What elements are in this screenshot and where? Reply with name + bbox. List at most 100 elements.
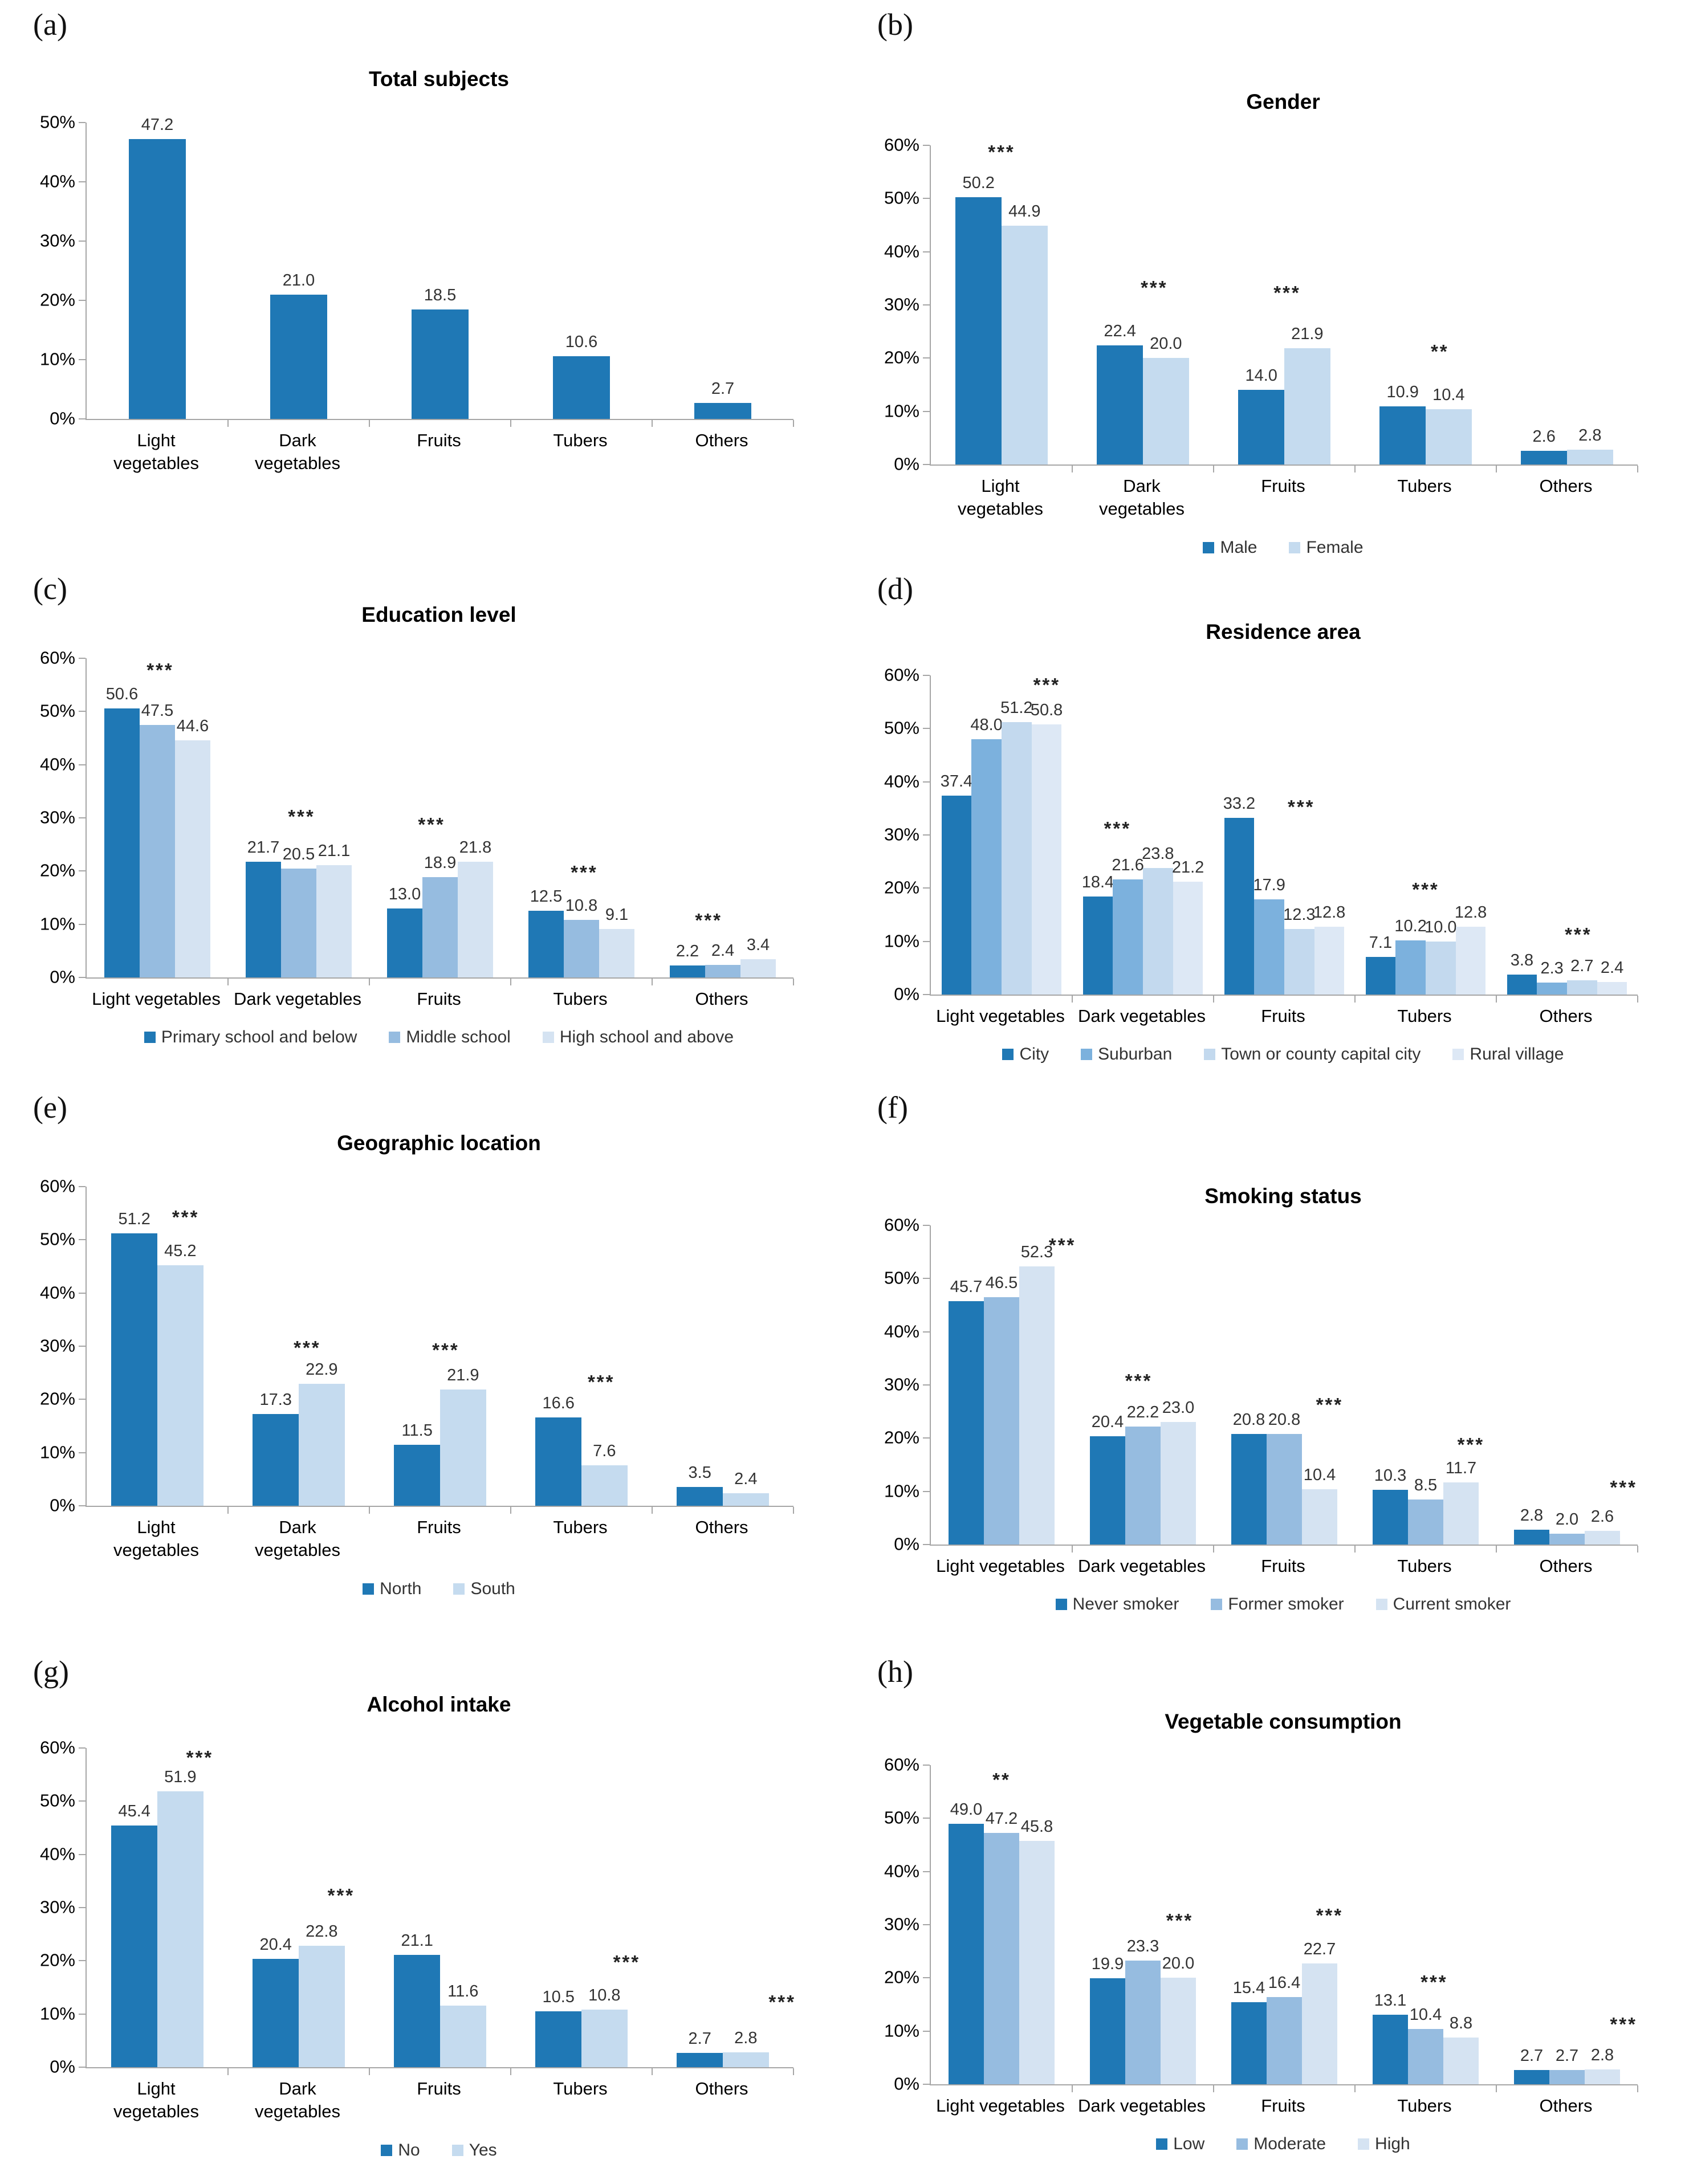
bar-never-smoker: 20.8 — [1231, 1411, 1267, 1545]
x-axis-tick — [1213, 1546, 1214, 1553]
bar-value-label: 2.6 — [1590, 1507, 1614, 1526]
bar-value-label: 45.2 — [164, 1242, 197, 1261]
bar-city: 3.8 — [1507, 951, 1537, 995]
plot-area: 60% 50% 40% 30% 20% 10% 0% 37.4 48.0 51.2 50.8 *** 1… — [884, 665, 1638, 1004]
bar-former-smoker: 22.2 — [1125, 1403, 1161, 1545]
y-axis-tick — [923, 2030, 930, 2032]
bar-yes: 11.6 — [440, 1982, 486, 2067]
bar-group: 10.6 — [511, 123, 653, 427]
bar-value-label: 10.4 — [1432, 385, 1465, 404]
x-axis-tick — [652, 979, 653, 985]
significance-marker: *** — [1048, 1234, 1076, 1256]
x-axis-tick — [1213, 2085, 1214, 2092]
category-label: Tubers — [553, 430, 608, 450]
category-labels-row: Light vegetables Dark vegetables Fruits Tub… — [86, 2077, 792, 2124]
y-axis-tick — [923, 304, 930, 305]
y-axis-tick — [79, 2013, 86, 2015]
chart-panel-d: (d) Residence area 60% 50% 40% 30% 20% 10% 0% 37.… — [844, 564, 1689, 1083]
panel-letter: (a) — [33, 7, 67, 42]
bar-male: 14.0 — [1238, 366, 1284, 464]
category-label: Light vegetables — [936, 1556, 1065, 1576]
bar-high-school-and-above: 3.4 — [740, 936, 776, 977]
category-label: Fruits — [1261, 1556, 1305, 1576]
bar-group: 13.0 18.9 21.8 *** — [369, 658, 511, 985]
bar-cluster: 47.2 — [129, 116, 186, 419]
chart-title: Alcohol intake — [367, 1693, 511, 1716]
bar-middle-school: 10.8 — [564, 897, 599, 977]
bar-value-label: 21.0 — [282, 271, 315, 290]
y-axis-tick — [923, 675, 930, 676]
category-label: Others — [1539, 1006, 1593, 1026]
bar-low: 13.1 — [1373, 1991, 1408, 2084]
bar-cluster: 50.6 47.5 44.6 — [104, 658, 210, 977]
y-tick-label: 0% — [50, 967, 75, 987]
legend-item: North — [363, 1579, 421, 1599]
bar-town-or-county-capital-city: 2.7 — [1567, 957, 1597, 995]
x-axis-tick — [1354, 2085, 1356, 2092]
bar-value-label: 2.6 — [1532, 427, 1556, 446]
chart-panel-a: (a) Total subjects 50% 40% 30% 20% 10% 0% 47.2 21… — [0, 0, 844, 564]
panel-letter: (b) — [877, 7, 913, 42]
chart-title: Geographic location — [337, 1131, 541, 1155]
bar-value-label: 48.0 — [970, 716, 1003, 734]
bar-male: 2.6 — [1521, 427, 1567, 464]
y-tick-label: 60% — [884, 1215, 919, 1235]
significance-marker: *** — [1141, 277, 1168, 298]
bar-group: 21.1 11.6 — [369, 1748, 511, 2075]
bar-high-school-and-above: 21.1 — [316, 842, 352, 977]
legend-item: Primary school and below — [144, 1028, 357, 1047]
bar-middle-school: 20.5 — [281, 845, 316, 977]
bar-value-label: 44.9 — [1008, 202, 1041, 221]
bar-cluster: 22.4 20.0 — [1097, 145, 1189, 464]
significance-marker: ** — [1430, 341, 1449, 362]
bar-rural-village: 12.8 — [1455, 903, 1487, 995]
legend-swatch — [381, 2144, 393, 2156]
bar-cluster: 51.2 45.2 — [111, 1187, 204, 1506]
y-tick-label: 40% — [884, 1321, 919, 1341]
y-axis-tick — [79, 1907, 86, 1908]
legend-item: No — [381, 2141, 420, 2160]
legend-label: Moderate — [1253, 2134, 1326, 2154]
bar-cluster: 37.4 48.0 51.2 50.8 — [941, 675, 1063, 995]
category-labels-row: Light vegetables Dark vegetables Fruits Tub… — [930, 1555, 1637, 1578]
category-labels-row: Light vegetables Dark vegetables Fruits Tub… — [930, 475, 1637, 521]
bar-value-label: 2.7 — [688, 2029, 711, 2048]
x-axis-tick — [510, 1507, 511, 1514]
x-axis-tick — [369, 1507, 370, 1514]
legend-label: Male — [1220, 537, 1257, 557]
bar-male: 50.2 — [955, 174, 1002, 464]
y-axis-tick — [79, 1800, 86, 1802]
bar-female: 44.9 — [1002, 202, 1048, 464]
y-axis-tick — [923, 1977, 930, 1979]
bar-value-label: 10.8 — [588, 1986, 621, 2005]
y-tick-label: 10% — [39, 913, 75, 934]
significance-marker: *** — [294, 1337, 321, 1358]
bar-middle-school: 18.9 — [422, 854, 458, 977]
y-axis-tick — [923, 145, 930, 146]
plot-area: 60% 50% 40% 30% 20% 10% 0% 50.6 47.5 44.6 *** 21.7 2… — [40, 647, 794, 987]
legend: Male Female — [930, 538, 1637, 557]
bar-group: 21.7 20.5 21.1 *** — [228, 658, 370, 985]
y-axis-tick — [923, 1331, 930, 1333]
y-tick-label: 40% — [884, 1860, 919, 1881]
bar-value-label: 7.1 — [1369, 933, 1393, 952]
y-axis-tick — [79, 658, 86, 659]
bar-town-or-county-capital-city: 10.0 — [1425, 918, 1457, 995]
x-axis-tick — [793, 1507, 794, 1514]
x-axis-tick — [369, 2068, 370, 2075]
bar-never-smoker: 10.3 — [1373, 1466, 1408, 1545]
category-labels-row: Light vegetables Dark vegetables Fruits Tub… — [86, 988, 792, 1010]
bar-group: 19.9 23.3 20.0 *** — [1072, 1765, 1214, 2092]
legend-label: Primary school and below — [161, 1028, 357, 1047]
bar-cluster: 20.4 22.2 23.0 — [1090, 1225, 1196, 1545]
significance-marker: *** — [1287, 796, 1315, 818]
bar-group: 49.0 47.2 45.8 ** — [931, 1765, 1073, 2092]
y-axis-tick — [79, 764, 86, 765]
bar-group: 11.5 21.9 *** — [369, 1187, 511, 1514]
x-axis-tick — [227, 2068, 229, 2075]
bar-group: 7.1 10.2 10.0 12.8 *** — [1355, 675, 1497, 1003]
bar-town-or-county-capital-city: 12.3 — [1283, 906, 1316, 995]
y-axis-tick — [79, 1239, 86, 1241]
y-tick-label: 50% — [884, 718, 919, 738]
